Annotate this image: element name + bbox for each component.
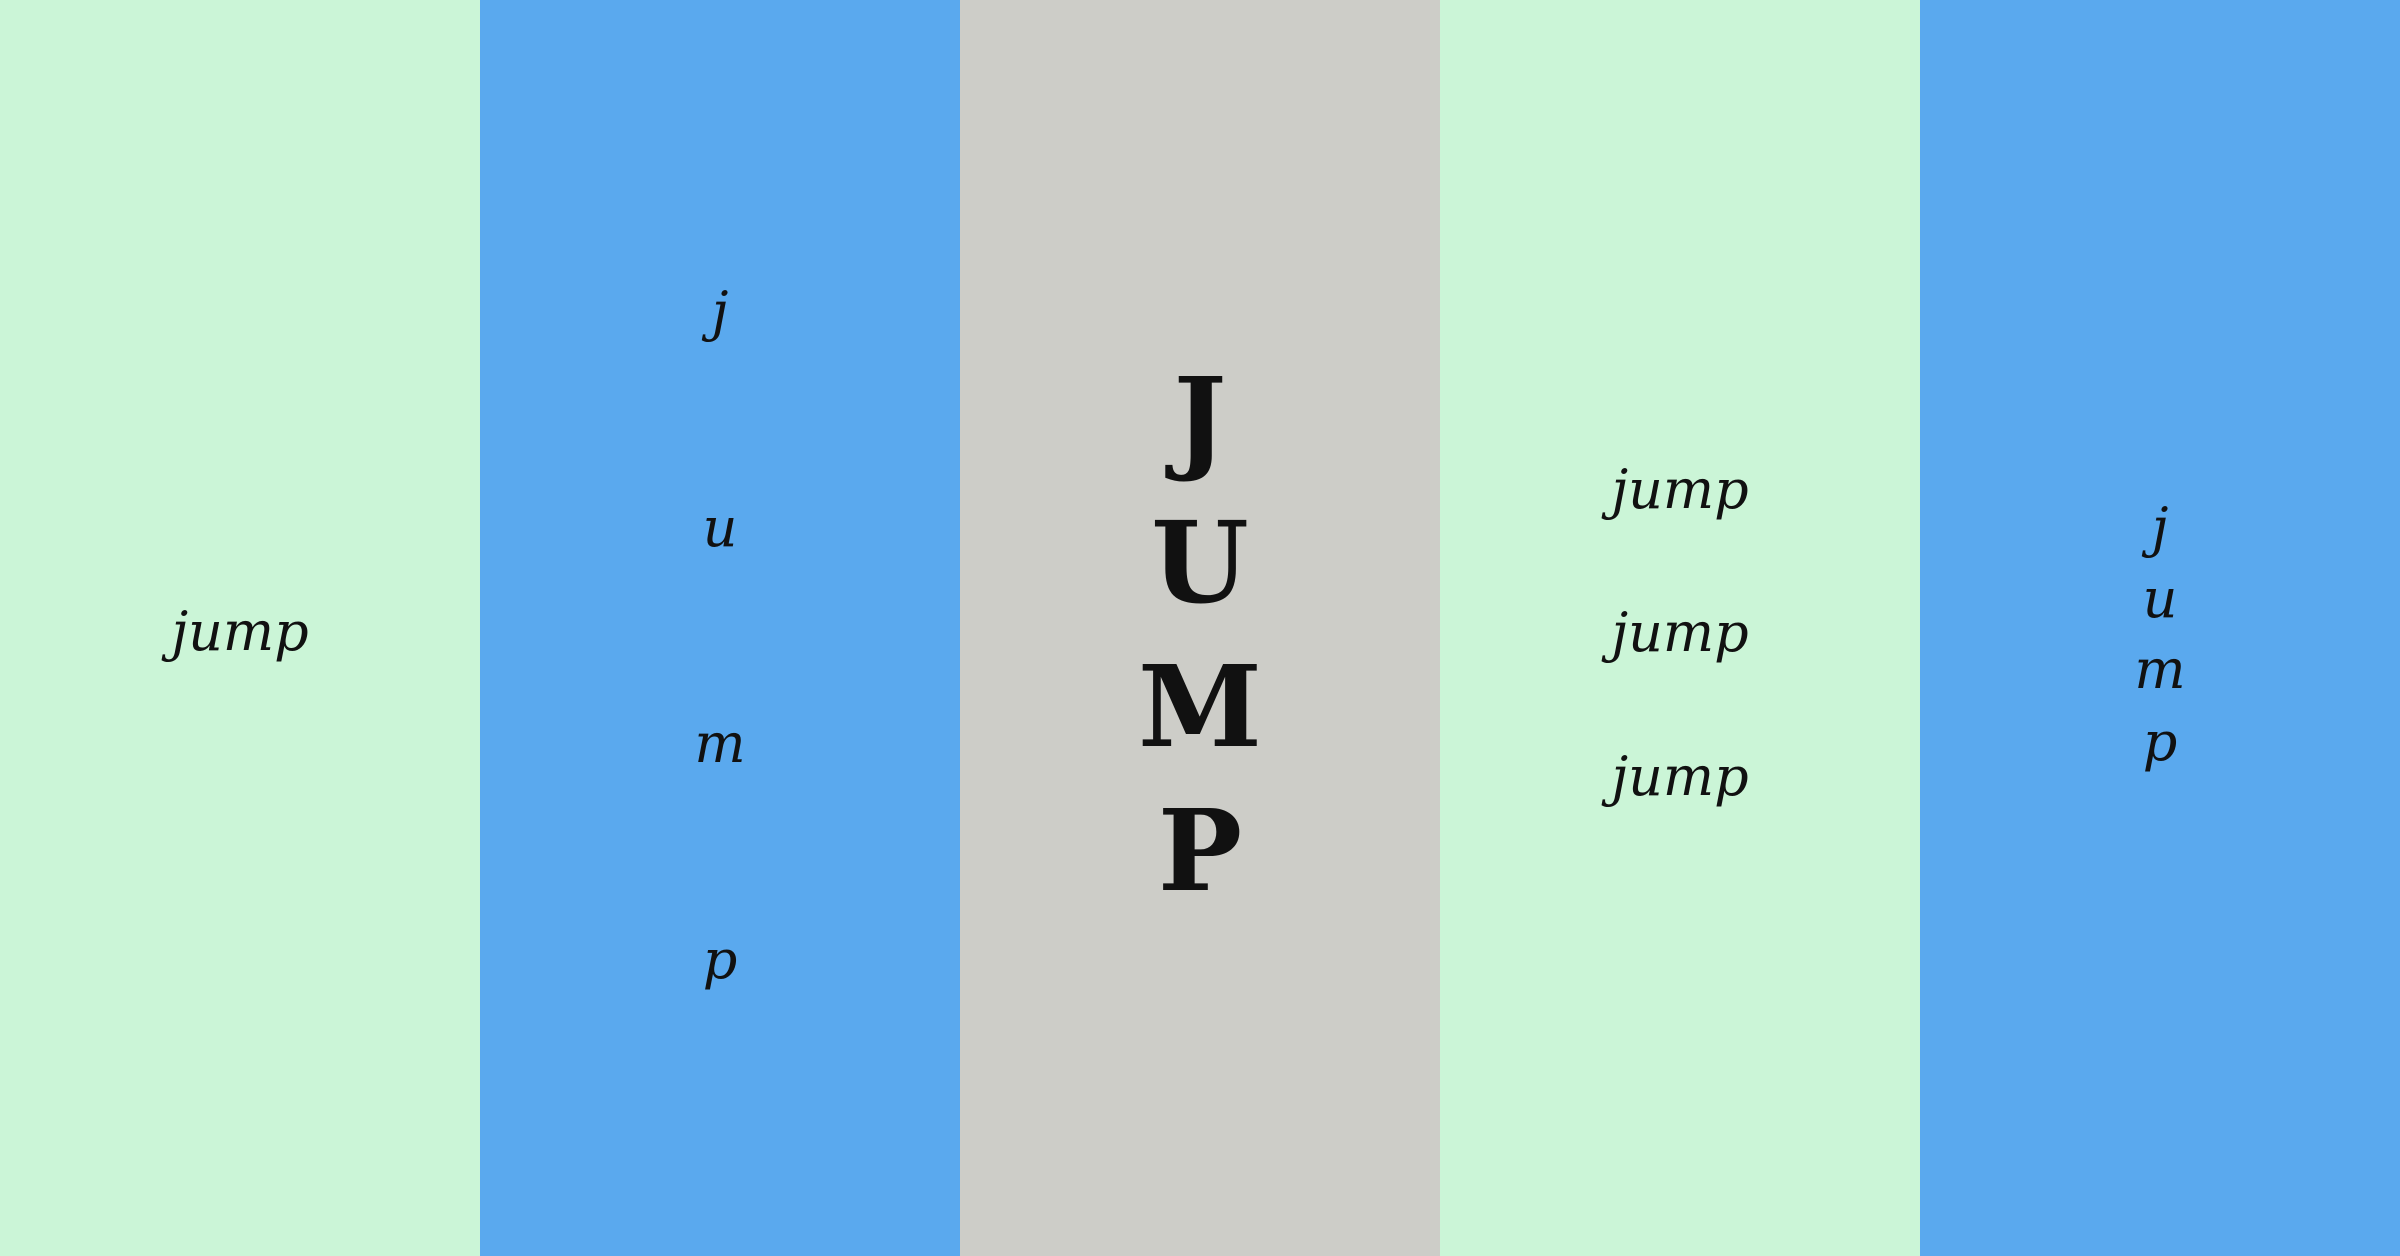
word-jump: jump [171,600,309,663]
letter-j: j [2151,496,2169,559]
word-jump: jump [1611,601,1749,664]
panel-single-word: jump [0,0,480,1256]
letter-U: U [1151,498,1249,629]
letter-u: u [702,496,738,559]
letter-m: m [2134,638,2186,701]
panel-bold-letters: J U M P [960,0,1440,1256]
word-jump: jump [1611,745,1749,808]
letter-p: p [2142,710,2178,773]
letter-m: m [694,712,746,775]
letter-j: j [711,280,729,343]
letter-M: M [1138,642,1262,773]
letter-u: u [2142,567,2178,630]
panel-tight-letters: j u m p [1920,0,2400,1256]
word-jump: jump [1611,458,1749,521]
panel-spaced-letters: j u m p [480,0,960,1256]
panel-repeated-words: jump jump jump [1440,0,1920,1256]
letter-p: p [702,928,738,991]
letter-J: J [1173,354,1227,485]
letter-P: P [1157,786,1243,917]
